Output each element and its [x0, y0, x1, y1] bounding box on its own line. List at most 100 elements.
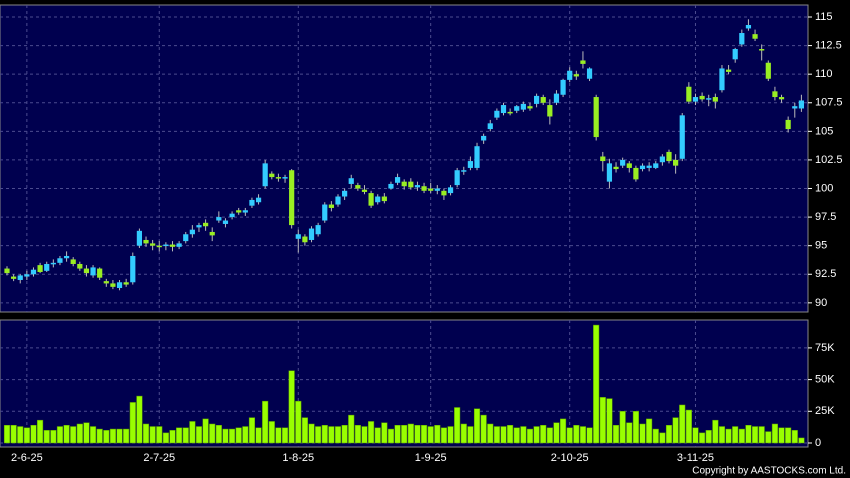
candle-body [606, 163, 613, 182]
candle-body [342, 190, 348, 197]
candle-body [17, 275, 23, 280]
volume-bar [222, 428, 229, 444]
candle-body [725, 69, 732, 72]
candle-body [315, 225, 321, 235]
volume-bar [103, 430, 110, 444]
volume-bar [10, 424, 17, 444]
candle-body [275, 177, 282, 179]
candle-body [381, 196, 387, 202]
volume-bar [50, 430, 57, 444]
candle-body [37, 265, 43, 272]
volume-bar [659, 432, 666, 444]
volume-bar [30, 424, 37, 444]
volume-bar [341, 424, 348, 444]
volume-bar [83, 422, 90, 444]
candle-body [692, 97, 699, 102]
candle-body [90, 267, 96, 276]
volume-bar [732, 426, 739, 444]
y-tick-label: 92.5 [815, 268, 836, 280]
volume-bar [248, 417, 255, 444]
volume-bar [480, 414, 487, 444]
candle-body [103, 281, 109, 284]
volume-bar [612, 424, 620, 444]
volume-bar [242, 426, 249, 444]
volume-bar [586, 427, 593, 444]
candle-body [394, 177, 401, 183]
volume-bar [149, 426, 156, 444]
candle-body [507, 111, 513, 114]
volume-bar [96, 428, 103, 444]
candle-body [447, 187, 454, 194]
volume-bar [414, 424, 421, 444]
volume-bar [315, 426, 322, 444]
candle-body [388, 183, 394, 189]
volume-bar [699, 432, 706, 444]
volume-bar [43, 430, 50, 444]
candle-body [289, 170, 295, 226]
volume-bar [295, 400, 302, 444]
volume-bar [606, 398, 613, 444]
candle-body [44, 263, 50, 271]
volume-bar [791, 430, 798, 444]
volume-bar [593, 324, 600, 444]
x-tick-label: 1-8-25 [282, 452, 314, 464]
volume-bar [672, 417, 679, 444]
candle-body [646, 165, 652, 168]
candle-body [196, 225, 202, 228]
candle-body [772, 91, 778, 98]
candle-body [467, 161, 473, 168]
candle-body [229, 213, 235, 218]
y-tick-label: 100 [815, 182, 833, 194]
candle-body [269, 173, 275, 178]
volume-bar [116, 428, 123, 444]
candle-body [249, 199, 255, 206]
volume-bar [626, 422, 633, 444]
volume-bar [460, 423, 467, 444]
y-tick-label: 105 [815, 125, 833, 137]
candle-body [633, 167, 639, 180]
volume-bar [652, 428, 659, 444]
candle-body [355, 185, 361, 189]
candle-body [785, 119, 791, 130]
candle-body [57, 258, 63, 263]
volume-bar [487, 423, 494, 444]
y-tick-label: 95 [815, 240, 827, 252]
volume-bar [639, 423, 646, 444]
candle-body [474, 146, 480, 168]
y-tick-label: 102.5 [815, 154, 843, 166]
candle-body [242, 210, 248, 213]
volume-bar [142, 423, 150, 444]
candle-body [169, 244, 176, 247]
volume-bar [387, 428, 395, 444]
candle-body [408, 181, 414, 188]
candle-body [401, 181, 407, 187]
candle-body [150, 243, 156, 246]
candle-body [322, 204, 328, 221]
volume-bar [275, 427, 282, 444]
volume-bar [778, 427, 785, 444]
candle-body [110, 283, 116, 287]
candle-body [626, 163, 632, 168]
volume-bar [712, 419, 719, 444]
x-tick-label: 2-10-25 [551, 452, 589, 464]
candle-body [613, 166, 619, 170]
volume-bar [176, 427, 183, 444]
candle-body [136, 230, 142, 246]
candle-body [745, 25, 752, 29]
volume-bar [500, 426, 507, 444]
candle-body [673, 159, 679, 166]
volume-bar [334, 426, 342, 444]
volume-bar [229, 428, 236, 444]
candle-body [348, 178, 354, 184]
candle-body [752, 34, 758, 39]
candle-body [706, 98, 712, 100]
y-tick-label: 90 [815, 297, 827, 309]
candle-body [778, 97, 785, 100]
volume-bar [520, 426, 527, 444]
candle-body [428, 188, 434, 191]
candle-body [156, 245, 162, 248]
candle-body [414, 185, 421, 188]
candle-body [527, 106, 533, 109]
volume-bar [454, 407, 461, 444]
